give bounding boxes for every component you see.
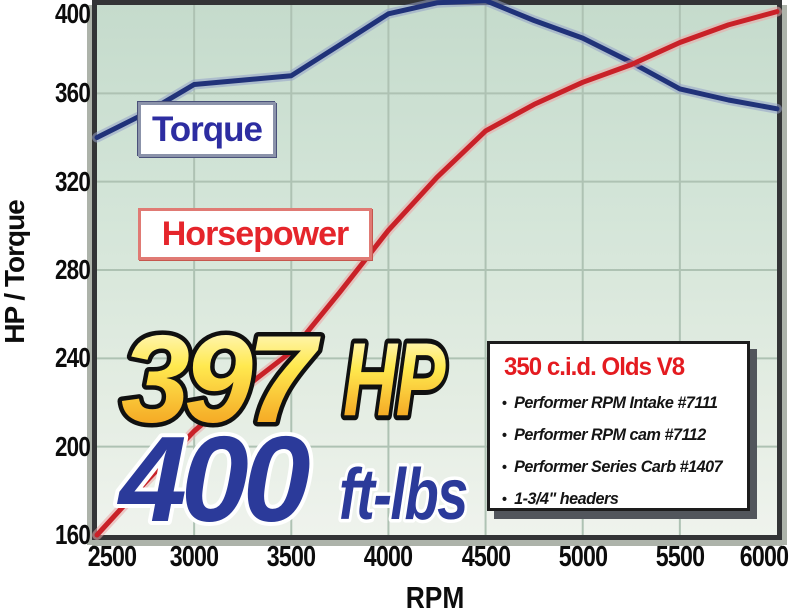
bullet-icon: •: [502, 491, 507, 508]
x-tick-label: 4000: [364, 541, 413, 573]
horsepower-series-label: Horsepower: [138, 208, 372, 260]
list-item: • Performer RPM cam #7112: [502, 419, 725, 451]
y-tick-label: 200: [55, 430, 91, 462]
torque-series-label: Torque: [138, 102, 276, 157]
horsepower-curve: [94, 9, 780, 538]
x-tick-label: 3000: [169, 541, 219, 573]
x-axis-title: RPM: [405, 580, 465, 614]
list-item: • Performer RPM Intake #7111: [502, 387, 725, 419]
x-tick-label: 5500: [655, 541, 705, 573]
bullet-icon: •: [502, 427, 507, 444]
hp-callout-value: 397: [121, 311, 321, 449]
horsepower-series-label-text: Horsepower: [161, 215, 349, 253]
x-tick-label: 2500: [87, 541, 137, 573]
y-tick-label: 160: [55, 519, 91, 550]
torque-series-label-text: Torque: [151, 110, 263, 149]
y-tick-label: 240: [55, 342, 91, 374]
y-tick-label: 280: [55, 254, 91, 285]
y-tick-label: 320: [55, 165, 91, 197]
list-item: • Performer Series Carb #1407: [502, 451, 725, 483]
y-tick-label: 360: [55, 77, 91, 109]
bullet-icon: •: [502, 395, 507, 412]
curves-canvas: [92, 0, 782, 540]
y-tick-label: 400: [55, 0, 91, 29]
engine-info-title: 350 c.i.d. Olds V8: [504, 353, 685, 381]
y-axis-title: HP / Torque: [0, 200, 30, 344]
list-item-text: Performer RPM cam #7112: [514, 425, 706, 444]
engine-info-list: • Performer RPM Intake #7111 • Performer R…: [502, 387, 737, 515]
bullet-icon: •: [502, 459, 507, 476]
x-tick-label: 5000: [558, 541, 607, 573]
torque-callout-value: 400: [116, 411, 310, 547]
torque-callout-unit: ft-lbs: [339, 454, 467, 534]
list-item-text: 1-3/4" headers: [514, 489, 619, 508]
list-item-text: Performer Series Carb #1407: [514, 457, 723, 476]
x-tick-label: 6000: [739, 541, 789, 573]
plot-area: Torque Horsepower 397 HP 400: [92, 0, 782, 551]
torque-curve: [94, 0, 780, 140]
x-tick-label: 3500: [267, 541, 316, 573]
list-item-text: Performer RPM Intake #7111: [514, 393, 718, 412]
engine-info-box: 350 c.i.d. Olds V8 • Performer RPM Intake…: [487, 341, 750, 511]
x-tick-label: 4500: [461, 541, 510, 573]
torque-callout: 400 ft-lbs: [112, 407, 471, 551]
hp-callout-unit: HP: [343, 322, 446, 438]
list-item: • 1-3/4" headers: [502, 483, 725, 515]
hp-callout: 397 HP: [117, 307, 452, 454]
